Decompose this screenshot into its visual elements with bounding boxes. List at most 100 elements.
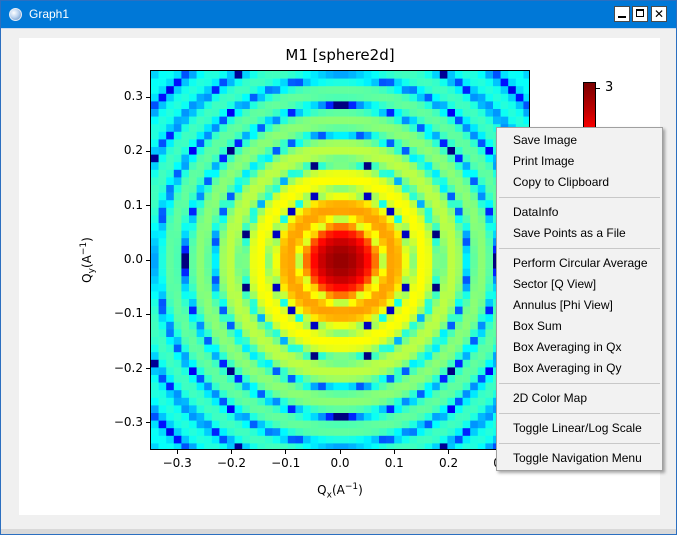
heatmap-cell <box>371 192 380 201</box>
heatmap-cell <box>348 223 357 231</box>
menu-item-toggle-linear-log-scale[interactable]: Toggle Linear/Log Scale <box>513 421 642 435</box>
heatmap-cell <box>341 124 349 133</box>
heatmap-cell <box>234 192 243 201</box>
heatmap-cell <box>280 116 289 125</box>
heatmap-cell <box>318 162 327 171</box>
heatmap-cell <box>485 215 494 224</box>
heatmap-cell <box>303 352 311 361</box>
heatmap-cell <box>287 359 296 368</box>
heatmap-cell <box>257 390 266 399</box>
heatmap-cell <box>272 147 281 155</box>
heatmap-cell <box>409 283 418 292</box>
menu-item-save-points-as-a-file[interactable]: Save Points as a File <box>513 226 626 240</box>
heatmap-cell <box>196 154 205 163</box>
heatmap-cell <box>485 192 494 201</box>
heatmap-cell <box>401 238 410 247</box>
heatmap-cell <box>333 154 342 163</box>
heatmap-cell <box>257 443 266 449</box>
heatmap-cell <box>379 329 387 338</box>
heatmap-cell <box>447 131 456 140</box>
heatmap-cell <box>455 375 463 383</box>
heatmap-cell <box>401 177 410 186</box>
heatmap-cell <box>227 207 235 216</box>
menu-item-box-sum[interactable]: Box Sum <box>513 319 562 333</box>
heatmap-cell <box>477 321 486 330</box>
heatmap-cell <box>470 428 479 437</box>
heatmap-cell <box>432 162 441 171</box>
menu-item-copy-to-clipboard[interactable]: Copy to Clipboard <box>513 175 610 189</box>
heatmap-cell <box>181 109 190 117</box>
heatmap-cell <box>455 261 463 269</box>
heatmap[interactable] <box>151 71 530 450</box>
heatmap-cell <box>356 405 365 414</box>
menu-item-save-image[interactable]: Save Image <box>513 133 578 147</box>
heatmap-cell <box>470 131 479 140</box>
heatmap-cell <box>432 276 441 285</box>
heatmap-frame[interactable] <box>150 70 530 450</box>
heatmap-cell <box>470 283 479 292</box>
heatmap-cell <box>219 337 228 345</box>
heatmap-cell <box>386 93 395 102</box>
heatmap-cell <box>325 359 334 368</box>
heatmap-cell <box>249 261 258 269</box>
heatmap-cell <box>158 93 167 102</box>
heatmap-cell <box>196 200 205 209</box>
heatmap-cell <box>204 215 213 224</box>
heatmap-cell <box>325 185 334 193</box>
menu-item-box-averaging-in-qx[interactable]: Box Averaging in Qx <box>513 340 622 354</box>
menu-item-2d-color-map[interactable]: 2D Color Map <box>513 391 588 405</box>
heatmap-cell <box>455 443 463 449</box>
heatmap-cell <box>447 169 456 178</box>
heatmap-cell <box>318 207 327 216</box>
heatmap-cell <box>151 261 159 269</box>
heatmap-cell <box>439 147 448 155</box>
heatmap-cell <box>204 139 213 148</box>
close-button[interactable]: ✕ <box>651 6 667 22</box>
heatmap-cell <box>234 245 243 254</box>
heatmap-cell <box>219 116 228 125</box>
heatmap-cell <box>348 443 357 449</box>
menu-item-perform-circular-average[interactable]: Perform Circular Average <box>513 256 648 270</box>
heatmap-cell <box>432 78 441 87</box>
heatmap-cell <box>394 359 403 368</box>
heatmap-cell <box>318 223 327 231</box>
heatmap-cell <box>325 78 334 87</box>
heatmap-cell <box>371 261 380 269</box>
menu-item-toggle-navigation-menu[interactable]: Toggle Navigation Menu <box>513 451 642 465</box>
heatmap-cell <box>409 253 418 262</box>
heatmap-cell <box>219 367 228 376</box>
heatmap-cell <box>249 147 258 155</box>
menu-item-print-image[interactable]: Print Image <box>513 154 575 168</box>
maximize-button[interactable] <box>632 6 648 22</box>
menu-item-box-averaging-in-qy[interactable]: Box Averaging in Qy <box>513 361 622 375</box>
heatmap-cell <box>295 428 304 437</box>
heatmap-cell <box>363 405 372 414</box>
menu-item-annulus-phi-view[interactable]: Annulus [Phi View] <box>513 298 613 312</box>
heatmap-cell <box>151 109 159 117</box>
heatmap-cell <box>439 200 448 209</box>
heatmap-cell <box>462 435 471 444</box>
menu-item-sector-q-view[interactable]: Sector [Q View] <box>513 277 597 291</box>
heatmap-cell <box>303 359 311 368</box>
minimize-button[interactable] <box>614 6 630 22</box>
heatmap-cell <box>508 101 517 110</box>
heatmap-cell <box>333 101 342 110</box>
title-bar[interactable]: Graph1 ✕ <box>1 1 676 29</box>
heatmap-cell <box>379 116 387 125</box>
heatmap-cell <box>249 139 258 148</box>
menu-item-datainfo[interactable]: DataInfo <box>513 205 559 219</box>
heatmap-cell <box>151 238 159 247</box>
heatmap-cell <box>173 147 182 155</box>
heatmap-cell <box>394 101 403 110</box>
heatmap-cell <box>181 390 190 399</box>
heatmap-cell <box>371 215 380 224</box>
heatmap-cell <box>242 291 251 300</box>
heatmap-cell <box>333 276 342 285</box>
heatmap-cell <box>295 78 304 87</box>
heatmap-cell <box>211 390 220 399</box>
heatmap-cell <box>219 276 228 285</box>
heatmap-cell <box>394 291 403 300</box>
heatmap-cell <box>280 314 289 323</box>
heatmap-cell <box>242 321 251 330</box>
heatmap-cell <box>196 291 205 300</box>
